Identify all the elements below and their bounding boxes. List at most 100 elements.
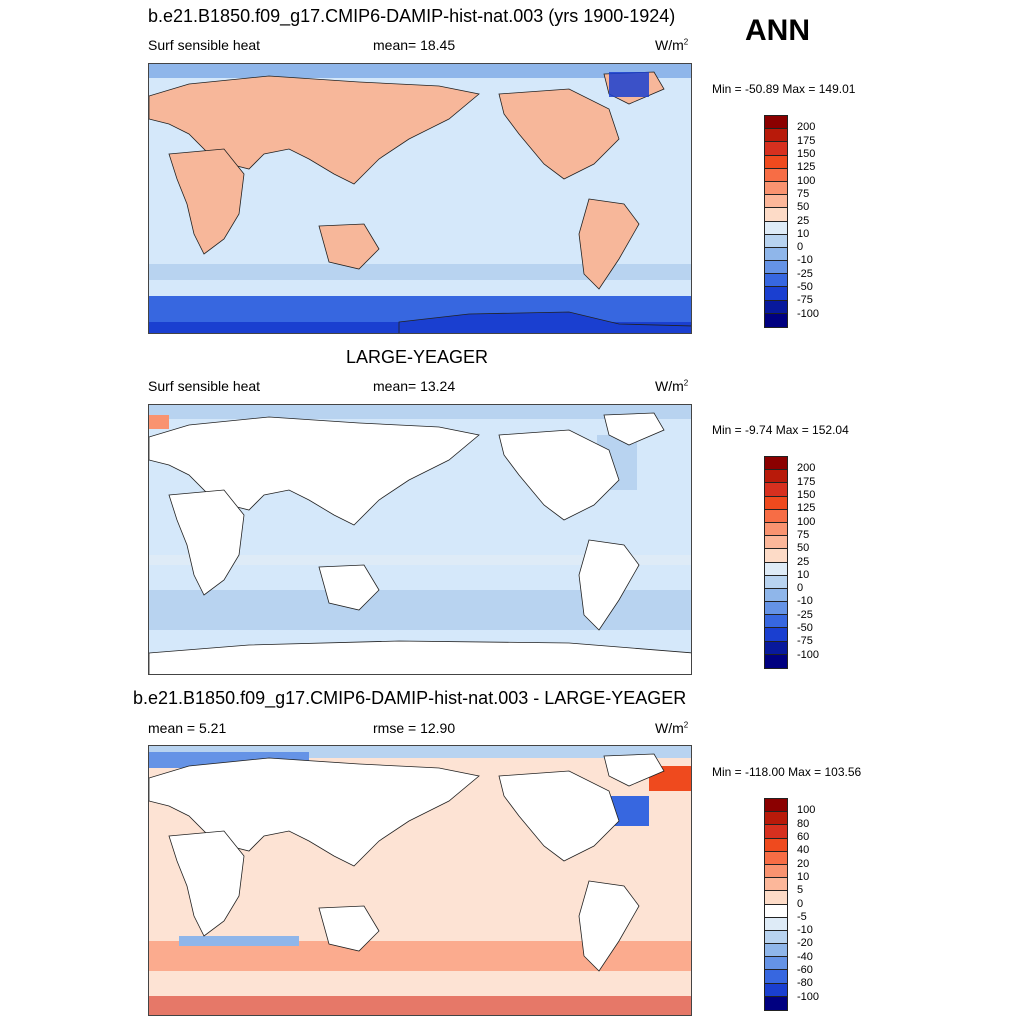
colorbar-tick-label: 200: [797, 462, 816, 475]
colorbar-swatch: [765, 155, 787, 169]
panel-3-colorbar: [764, 798, 788, 1011]
panel-1-mean-label: mean= 18.45: [373, 37, 456, 53]
panel-3-mean-label: mean = 5.21: [148, 720, 227, 736]
colorbar-swatch: [765, 221, 787, 235]
panel-1-colorbar: [764, 115, 788, 328]
colorbar-tick-label: 0: [797, 897, 804, 910]
colorbar-tick-label: 175: [797, 134, 816, 147]
colorbar-tick-label: -100: [797, 990, 820, 1003]
colorbar-tick-label: 75: [797, 528, 810, 541]
colorbar-swatch: [765, 864, 787, 879]
colorbar-swatch: [765, 483, 787, 497]
colorbar-tick-label: -80: [797, 977, 813, 990]
panel-2-map: [148, 404, 692, 675]
colorbar-swatch: [765, 287, 787, 301]
colorbar-swatch: [765, 891, 787, 905]
colorbar-swatch: [765, 181, 787, 196]
colorbar-tick-label: -60: [797, 964, 813, 977]
panel-3-title: b.e21.B1850.f09_g17.CMIP6-DAMIP-hist-nat…: [133, 688, 687, 708]
panel-1-units-label: W/m2: [655, 37, 689, 53]
colorbar-swatch: [765, 575, 787, 589]
colorbar-tick-label: -5: [797, 910, 807, 923]
panel-1-title: b.e21.B1850.f09_g17.CMIP6-DAMIP-hist-nat…: [148, 6, 676, 26]
colorbar-swatch: [765, 562, 787, 576]
colorbar-swatch: [765, 878, 787, 892]
colorbar-swatch: [765, 838, 787, 852]
colorbar-tick-label: -75: [797, 635, 813, 648]
colorbar-swatch: [765, 116, 787, 130]
colorbar-tick-label: 150: [797, 488, 816, 501]
colorbar-swatch: [765, 799, 787, 813]
colorbar-tick-label: -100: [797, 307, 820, 320]
panel-3-units-label: W/m2: [655, 720, 689, 736]
panel-2-title: LARGE-YEAGER: [346, 347, 489, 367]
colorbar-swatch: [765, 313, 787, 327]
colorbar-swatch: [765, 208, 787, 222]
colorbar-tick-label: 125: [797, 161, 816, 174]
panel-3-min-max: Min = -118.00 Max = 103.56: [712, 765, 862, 779]
season-label: ANN: [745, 14, 810, 47]
colorbar-swatch: [765, 522, 787, 537]
colorbar-tick-label: -25: [797, 608, 813, 621]
colorbar-swatch: [765, 825, 787, 839]
colorbar-swatch: [765, 983, 787, 997]
colorbar-swatch: [765, 996, 787, 1010]
colorbar-swatch: [765, 457, 787, 471]
panel-2-mean-label: mean= 13.24: [373, 378, 456, 394]
colorbar-tick-label: 0: [797, 582, 804, 595]
panel-3-map: [148, 745, 692, 1016]
colorbar-swatch: [765, 588, 787, 603]
colorbar-tick-label: 150: [797, 147, 816, 160]
colorbar-swatch: [765, 654, 787, 668]
colorbar-tick-label: 125: [797, 502, 816, 515]
colorbar-tick-label: 80: [797, 817, 810, 830]
colorbar-tick-label: 0: [797, 241, 804, 254]
colorbar-swatch: [765, 300, 787, 314]
colorbar-tick-label: -100: [797, 648, 820, 661]
colorbar-swatch: [765, 812, 787, 826]
colorbar-tick-label: 5: [797, 884, 804, 897]
colorbar-tick-label: 100: [797, 515, 816, 528]
colorbar-swatch: [765, 234, 787, 248]
colorbar-swatch: [765, 261, 787, 275]
colorbar-swatch: [765, 496, 787, 510]
colorbar-swatch: [765, 602, 787, 616]
colorbar-tick-label: 100: [797, 804, 816, 817]
colorbar-swatch: [765, 944, 787, 958]
colorbar-tick-label: 10: [797, 870, 810, 883]
colorbar-tick-label: 50: [797, 542, 810, 555]
panel-1-min-max: Min = -50.89 Max = 149.01: [712, 82, 856, 96]
panel-2-colorbar: [764, 456, 788, 669]
colorbar-tick-label: 60: [797, 830, 810, 843]
colorbar-tick-label: 10: [797, 568, 810, 581]
colorbar-tick-label: -10: [797, 924, 813, 937]
panel-1-variable-label: Surf sensible heat: [148, 37, 261, 53]
colorbar-tick-label: -50: [797, 281, 813, 294]
colorbar-tick-label: -25: [797, 267, 813, 280]
colorbar-swatch: [765, 628, 787, 642]
colorbar-tick-label: -20: [797, 937, 813, 950]
colorbar-tick-label: 20: [797, 857, 810, 870]
colorbar-swatch: [765, 129, 787, 143]
colorbar-tick-label: 10: [797, 227, 810, 240]
colorbar-swatch: [765, 470, 787, 484]
colorbar-tick-label: 25: [797, 214, 810, 227]
colorbar-tick-label: 200: [797, 121, 816, 134]
colorbar-swatch: [765, 274, 787, 288]
panel-1-map-svg: [149, 64, 691, 333]
panel-1-map: [148, 63, 692, 334]
panel-2-map-svg: [149, 405, 691, 674]
colorbar-swatch: [765, 549, 787, 563]
colorbar-swatch: [765, 904, 787, 918]
colorbar-swatch: [765, 851, 787, 865]
colorbar-swatch: [765, 168, 787, 182]
colorbar-tick-label: -10: [797, 254, 813, 267]
colorbar-tick-label: 50: [797, 201, 810, 214]
colorbar-tick-label: 175: [797, 475, 816, 488]
colorbar-tick-label: 25: [797, 555, 810, 568]
colorbar-swatch: [765, 930, 787, 945]
colorbar-swatch: [765, 957, 787, 971]
panel-3-rmse-label: rmse = 12.90: [373, 720, 456, 736]
colorbar-swatch: [765, 509, 787, 523]
panel-2-units-label: W/m2: [655, 378, 689, 394]
